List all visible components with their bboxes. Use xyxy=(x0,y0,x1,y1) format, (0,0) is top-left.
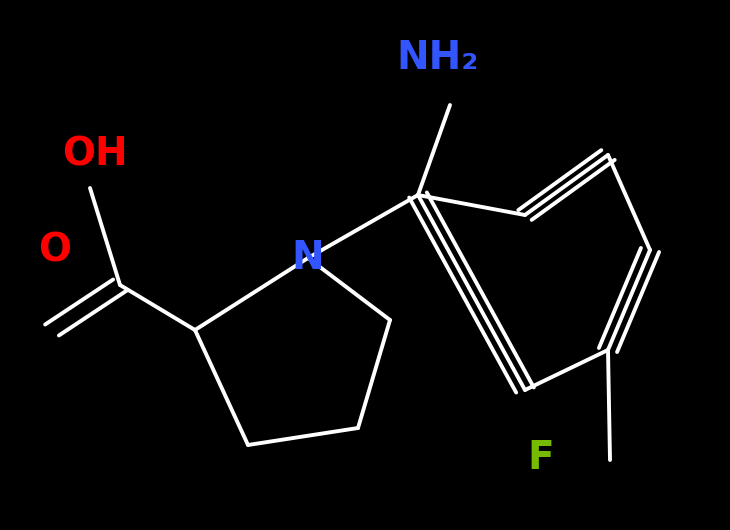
Text: F: F xyxy=(527,439,553,477)
Text: N: N xyxy=(292,239,324,277)
Text: NH₂: NH₂ xyxy=(397,39,479,77)
Text: O: O xyxy=(38,231,72,269)
Text: OH: OH xyxy=(62,136,128,174)
